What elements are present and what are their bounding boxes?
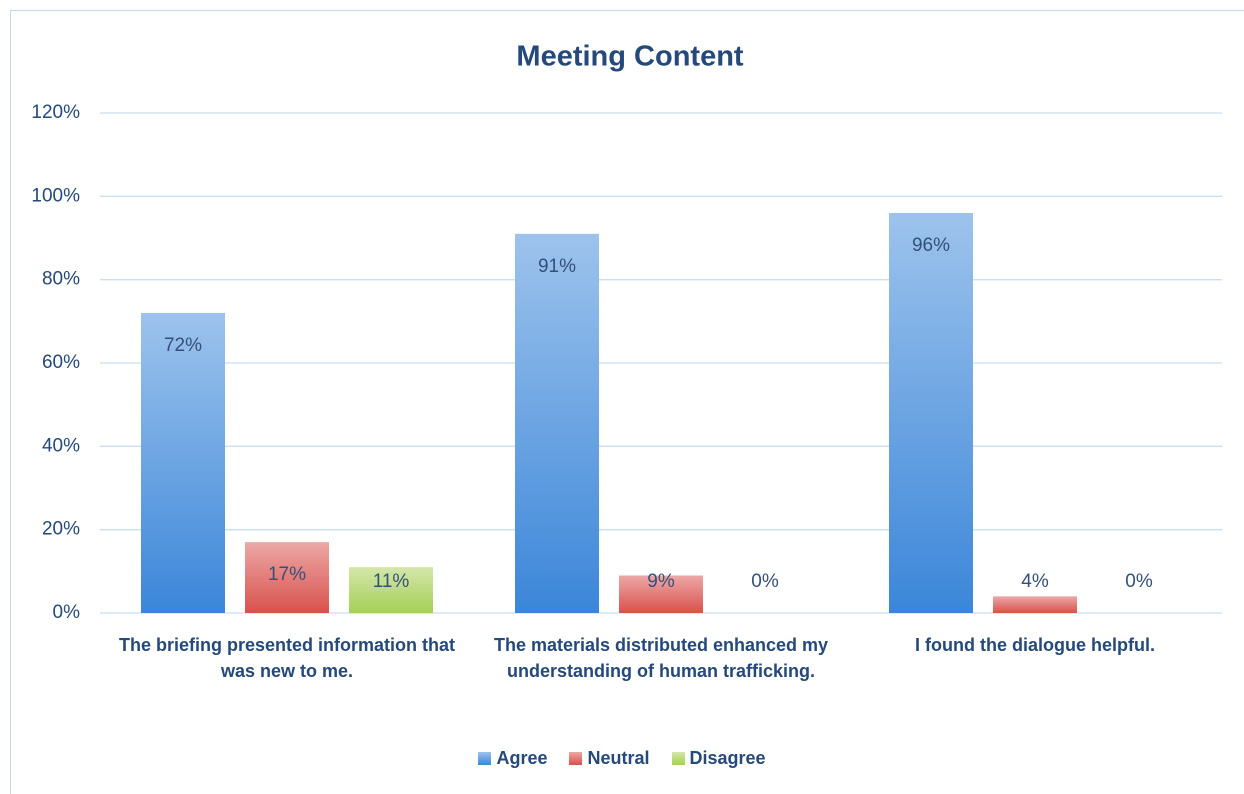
legend-swatch	[478, 752, 492, 765]
data-label: 0%	[1125, 571, 1153, 592]
legend-item: Disagree	[671, 748, 766, 769]
y-tick-label: 100%	[31, 185, 80, 206]
legend-item: Neutral	[569, 748, 650, 769]
y-tick-label: 120%	[31, 102, 80, 123]
legend: Agree Neutral Disagree	[0, 748, 1244, 769]
legend-swatch	[671, 752, 685, 765]
y-tick-label: 40%	[42, 435, 80, 456]
x-tick-label: The briefing presented information that …	[118, 635, 455, 681]
bar	[515, 233, 599, 614]
chart-frame	[10, 10, 1244, 794]
legend-label: Neutral	[587, 748, 650, 768]
data-label: 4%	[1021, 571, 1049, 592]
y-tick-label: 20%	[42, 519, 80, 540]
bar	[141, 313, 225, 613]
data-label: 91%	[538, 256, 576, 277]
bar	[889, 213, 973, 613]
data-label: 72%	[164, 335, 202, 356]
x-tick-label: I found the dialogue helpful.	[915, 635, 1155, 655]
data-label: 11%	[373, 571, 410, 592]
bar	[619, 575, 703, 613]
y-tick-label: 60%	[42, 352, 80, 373]
y-tick-label: 80%	[42, 269, 80, 290]
data-label: 9%	[647, 571, 675, 592]
y-tick-label: 0%	[53, 602, 81, 623]
data-label: 17%	[268, 564, 306, 585]
x-tick-label: The materials distributed enhanced my un…	[493, 635, 829, 681]
bar	[993, 596, 1077, 613]
data-label: 96%	[912, 235, 950, 256]
bar	[349, 567, 433, 613]
chart-title: Meeting Content	[516, 41, 743, 73]
data-label: 0%	[751, 571, 779, 592]
legend-swatch	[569, 752, 583, 765]
bar	[245, 542, 329, 613]
legend-label: Agree	[496, 748, 548, 768]
legend-item: Agree	[478, 748, 547, 769]
legend-label: Disagree	[689, 748, 766, 768]
